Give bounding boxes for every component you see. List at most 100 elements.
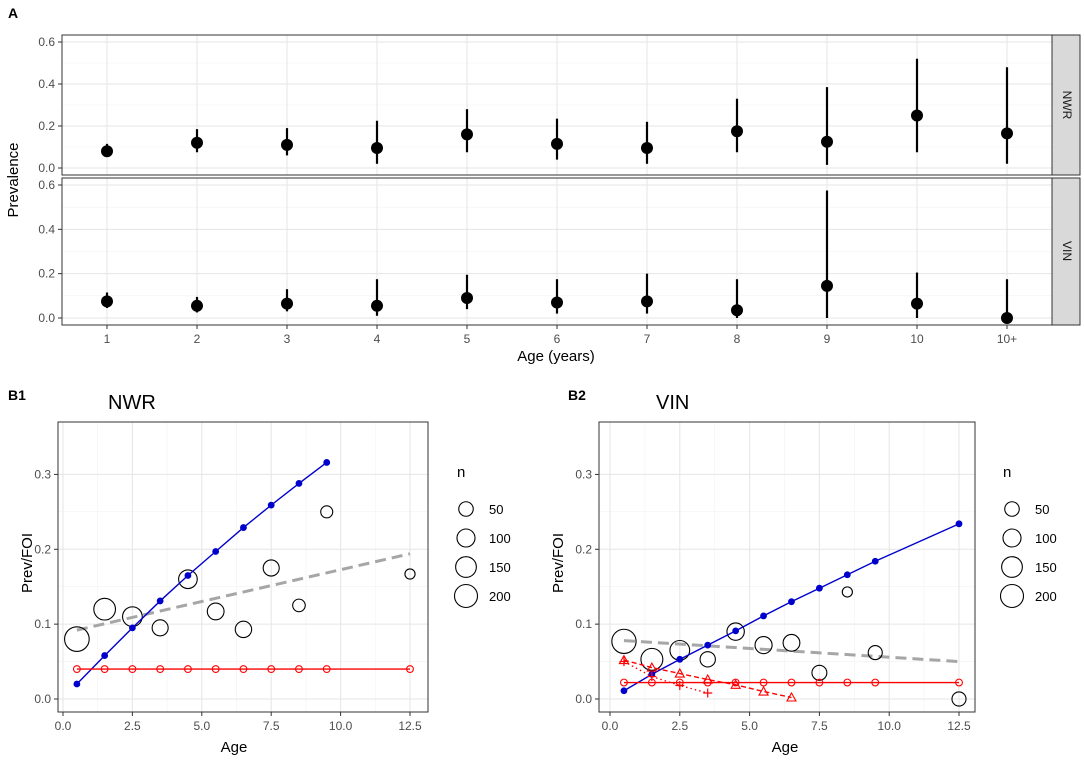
series-point-triangle: [758, 685, 770, 696]
series-point-red: [955, 678, 963, 687]
series-point-blue: [101, 652, 109, 659]
series-point-plus: [647, 672, 657, 682]
x-tick-label: 10.0: [329, 719, 353, 733]
data-point: [371, 142, 383, 155]
panel-a-xlabel: Age (years): [517, 348, 595, 365]
legend-key-circle: [455, 556, 477, 578]
series-point-red: [156, 665, 165, 674]
data-point: [551, 137, 563, 150]
legend-label: 100: [1035, 531, 1057, 546]
legend-key-circle: [1002, 528, 1022, 548]
plot-background: [58, 422, 428, 712]
x-tick-label: 2.5: [124, 719, 141, 733]
observed-point: [640, 647, 664, 671]
observed-point: [320, 505, 334, 519]
x-tick-label: 7: [644, 332, 651, 346]
series-point-plus: [619, 657, 629, 667]
series-point-red: [72, 665, 81, 674]
plot-border: [57, 421, 429, 713]
data-point: [101, 145, 113, 158]
data-point: [641, 142, 653, 155]
x-tick-label: 2.5: [671, 719, 688, 733]
trend-line-gray: [76, 552, 411, 632]
series-point-blue: [184, 572, 192, 579]
panel-b2-legend: n 50 100 150 200: [999, 464, 1057, 609]
x-tick-label: 10.0: [878, 719, 902, 733]
x-tick-label: 10+: [997, 332, 1017, 346]
series-point-red: [183, 665, 192, 674]
observed-point: [782, 633, 801, 652]
observed-point: [234, 620, 253, 639]
series-point-red: [211, 665, 220, 674]
y-tick-label: 0.0: [575, 692, 592, 706]
observed-point: [93, 597, 117, 621]
y-tick-label: 0.4: [38, 77, 55, 91]
observed-point: [951, 691, 967, 707]
data-point: [551, 296, 563, 309]
series-point-blue: [620, 687, 628, 695]
x-tick-label: 5: [464, 332, 471, 346]
data-point: [191, 299, 203, 312]
series-point-triangle: [786, 691, 797, 702]
observed-point: [726, 622, 745, 641]
observed-point: [64, 626, 90, 652]
observed-point: [841, 586, 853, 598]
data-point: [641, 295, 653, 308]
panel-b1: B1 NWR Prev/FOI Age 0.0 2.5 5.0 7.5 10.0 12.5…: [8, 387, 511, 756]
legend-label: 200: [1035, 589, 1057, 604]
series-point-blue: [955, 520, 963, 528]
series-line-blue: [76, 461, 328, 685]
y-tick-label: 0.0: [34, 692, 51, 706]
x-tick-label: 8: [734, 332, 741, 346]
y-tick-label: 0.6: [38, 35, 55, 49]
strip-vin-label: VIN: [1060, 241, 1074, 261]
panel-a-label: A: [8, 5, 18, 21]
series-point-blue: [843, 571, 851, 579]
series-point-red: [871, 678, 880, 687]
y-tick-label: 0.3: [34, 467, 51, 481]
series-point-blue: [267, 501, 275, 509]
data-point: [821, 279, 833, 292]
panel-b2: B2 VIN Prev/FOI Age 0.0 2.5 5.0 7.5 10.0 12.5…: [550, 387, 1057, 756]
observed-point: [151, 619, 169, 637]
series-point-red: [128, 665, 137, 674]
series-point-blue: [295, 480, 303, 487]
panel-a-ylabel: Prevalence: [5, 142, 22, 217]
data-point: [191, 136, 203, 149]
x-tick-label: 10: [910, 332, 924, 346]
observed-point: [811, 664, 828, 681]
observed-point: [262, 559, 280, 577]
legend-label: 200: [489, 589, 511, 604]
series-point-triangle: [646, 661, 658, 672]
legend-key-circle: [453, 583, 479, 609]
series-point-red: [731, 678, 740, 687]
observed-point: [867, 645, 883, 661]
y-tick-label: 0.1: [575, 617, 592, 631]
panel-a: A Prevalence Age (years) 0.0 0.2 0.4 0.6 0.…: [5, 5, 1081, 365]
series-point-red: [267, 665, 276, 674]
series-point-blue: [816, 584, 823, 592]
x-tick-label: 1: [104, 332, 111, 346]
data-point: [281, 297, 293, 310]
series-line-red-dotted-plus: [623, 660, 708, 694]
data-point: [461, 128, 473, 141]
plot-border: [598, 421, 976, 713]
data-point: [911, 297, 923, 310]
x-tick-label: 0.0: [55, 719, 72, 733]
series-point-red: [406, 665, 414, 674]
x-tick-label: 7.5: [263, 719, 280, 733]
series-point-red: [100, 665, 109, 674]
panel-b1-legend: n 50 100 150 200: [453, 464, 511, 609]
series-point-blue: [704, 641, 712, 649]
observed-point: [699, 651, 716, 668]
series-point-blue: [323, 459, 331, 466]
trend-line-gray: [623, 639, 960, 664]
series-point-blue: [129, 624, 136, 632]
observed-point: [178, 569, 198, 590]
legend-label: 100: [489, 531, 511, 546]
panel-b1-plot: 0.0 2.5 5.0 7.5 10.0 12.5 0.0 0.1 0.2 0.3: [34, 421, 429, 733]
x-tick-label: 5.0: [741, 719, 758, 733]
series-point-blue: [240, 524, 247, 531]
y-tick-label: 0.2: [575, 542, 592, 556]
observed-point: [404, 568, 416, 580]
